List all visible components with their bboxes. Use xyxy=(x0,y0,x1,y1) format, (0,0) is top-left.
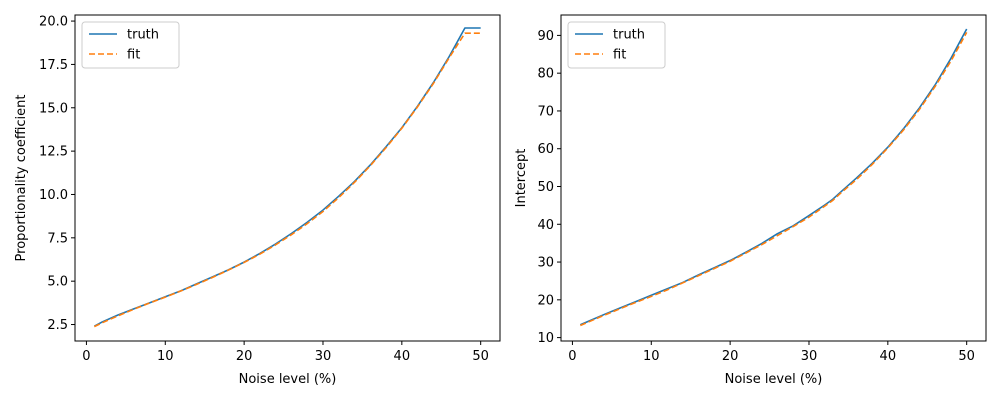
right-y-tick-label: 70 xyxy=(537,104,554,119)
right-y-tick-label: 50 xyxy=(537,180,554,195)
right-x-axis-label: Noise level (%) xyxy=(725,372,823,387)
left-legend-label-fit: fit xyxy=(127,48,140,63)
right-series-fit-line xyxy=(580,31,968,327)
left-x-tick-label: 20 xyxy=(236,349,253,364)
right-y-tick-label: 80 xyxy=(537,67,554,82)
left-x-axis-label: Noise level (%) xyxy=(239,372,337,387)
left-series-truth-line xyxy=(93,27,481,327)
right-y-tick-label: 30 xyxy=(537,256,554,271)
right-legend-label-fit: fit xyxy=(613,48,626,63)
right-x-tick-label: 10 xyxy=(643,349,660,364)
right-y-axis-label: Intercept xyxy=(514,149,529,208)
right-plot-frame xyxy=(560,14,987,342)
right-x-tick-label: 30 xyxy=(801,349,818,364)
right-y-tick-label: 90 xyxy=(537,29,554,44)
left-y-tick-label: 7.5 xyxy=(47,231,68,246)
left-chart-panel: 0 10 20 30 40 50 2.5 5.0 7.5 10.0 12.5 15.0 17.5 20.0… xyxy=(14,14,501,387)
left-x-tick-label: 30 xyxy=(315,349,332,364)
right-y-tick-label: 60 xyxy=(537,142,554,157)
right-x-tick-label: 50 xyxy=(958,349,975,364)
right-series-truth-line xyxy=(580,28,968,326)
left-x-tick-label: 50 xyxy=(472,349,489,364)
left-plot-frame xyxy=(74,14,501,342)
left-x-tick-label: 40 xyxy=(394,349,411,364)
right-y-tick-label: 10 xyxy=(537,331,554,346)
left-legend: truth fit xyxy=(81,21,180,69)
left-x-tick-label: 10 xyxy=(157,349,174,364)
right-legend: truth fit xyxy=(567,21,666,69)
left-y-tick-label: 10.0 xyxy=(39,188,68,203)
left-legend-label-truth: truth xyxy=(127,28,159,43)
left-y-tick-label: 5.0 xyxy=(47,275,68,290)
right-x-tick-label: 20 xyxy=(722,349,739,364)
left-y-tick-label: 17.5 xyxy=(39,58,68,73)
left-y-axis-label: Proportionality coefficient xyxy=(14,95,29,262)
left-x-tick-label: 0 xyxy=(82,349,90,364)
left-y-tick-label: 15.0 xyxy=(39,101,68,116)
right-legend-label-truth: truth xyxy=(613,28,645,43)
right-y-tick-label: 20 xyxy=(537,293,554,308)
right-x-tick-label: 0 xyxy=(568,349,576,364)
right-x-tick-label: 40 xyxy=(880,349,897,364)
left-y-tick-label: 12.5 xyxy=(39,145,68,160)
left-y-tick-label: 2.5 xyxy=(47,318,68,333)
left-y-tick-label: 20.0 xyxy=(39,15,68,30)
right-chart-panel: 0 10 20 30 40 50 10 20 30 40 50 60 70 80 90 Noise leve… xyxy=(514,14,987,387)
left-series-fit-line xyxy=(93,32,481,328)
right-y-tick-label: 40 xyxy=(537,218,554,233)
